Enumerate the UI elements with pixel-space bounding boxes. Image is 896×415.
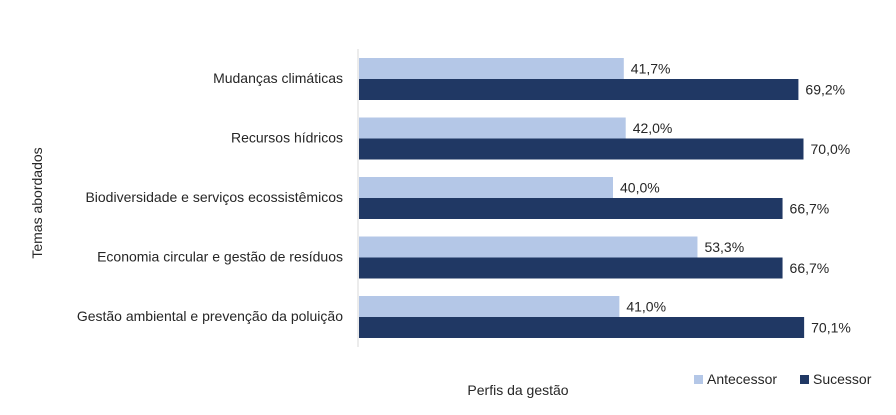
bar-antecessor [359, 296, 620, 317]
bar-sucessor [359, 317, 805, 338]
bar-sucessor [359, 257, 783, 279]
data-label: 69,2% [805, 82, 845, 98]
category-labels-group: Mudanças climáticas Recursos hídricos Biod… [77, 70, 343, 324]
bar-antecessor [359, 236, 698, 258]
legend: Antecessor Sucessor [694, 371, 872, 387]
legend-swatch [694, 375, 703, 384]
category-label: Economia circular e gestão de resíduos [97, 249, 343, 265]
y-axis-title: Temas abordados [29, 147, 45, 258]
category-label: Biodiversidade e serviços ecossistêmicos [85, 189, 343, 205]
data-label: 66,7% [790, 201, 830, 217]
bar-sucessor [359, 138, 804, 160]
category-label: Recursos hídricos [231, 130, 343, 146]
legend-label: Sucessor [813, 371, 872, 387]
bar-antecessor [359, 58, 624, 79]
data-label: 70,0% [811, 141, 851, 157]
data-label: 70,1% [811, 320, 851, 336]
legend-label: Antecessor [707, 371, 777, 387]
data-labels-group: 41,7% 69,2% 42,0% 70,0% 40,0% 66,7% 53,3% 66,7%… [620, 61, 851, 336]
data-label: 42,0% [633, 120, 673, 136]
x-axis-title: Perfis da gestão [467, 382, 568, 398]
data-label: 41,0% [626, 299, 666, 315]
bar-antecessor [359, 117, 626, 139]
data-label: 66,7% [790, 260, 830, 276]
category-label: Gestão ambiental e prevenção da poluição [77, 308, 343, 324]
legend-swatch [800, 375, 809, 384]
bar-sucessor [359, 198, 783, 219]
bar-antecessor [359, 177, 613, 198]
bar-sucessor [359, 79, 799, 100]
category-label: Mudanças climáticas [213, 70, 343, 86]
data-label: 41,7% [631, 61, 671, 77]
data-label: 40,0% [620, 180, 660, 196]
data-label: 53,3% [704, 239, 744, 255]
bars-group [359, 58, 805, 338]
